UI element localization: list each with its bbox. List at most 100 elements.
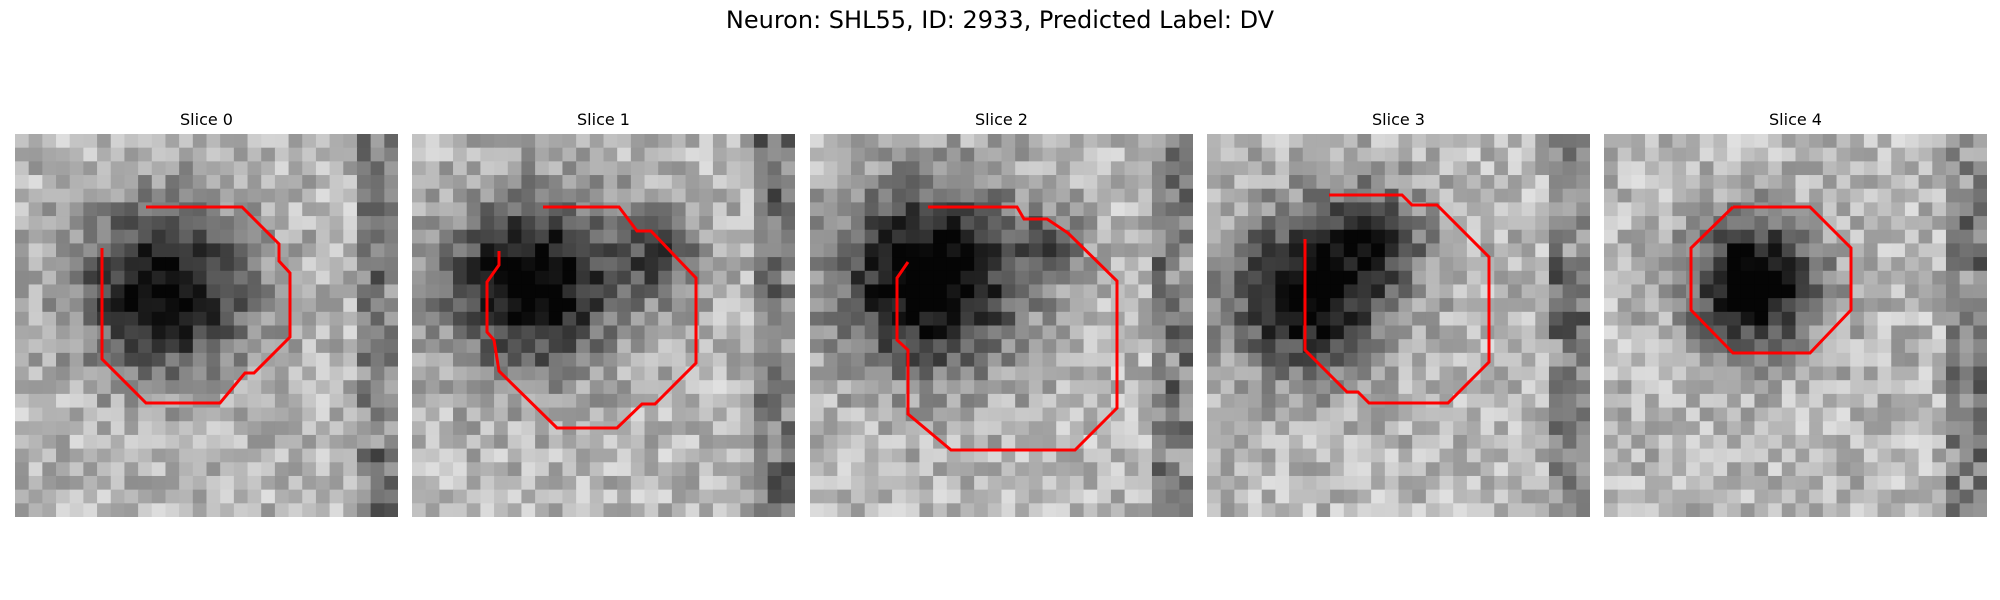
image-pixel bbox=[426, 353, 440, 367]
image-pixel bbox=[1399, 312, 1413, 326]
slice-3-panel bbox=[1207, 134, 1590, 517]
image-pixel bbox=[1125, 435, 1139, 449]
image-pixel bbox=[658, 284, 672, 298]
image-pixel bbox=[1084, 462, 1098, 476]
image-pixel bbox=[70, 421, 84, 435]
image-pixel bbox=[1207, 175, 1221, 189]
image-pixel bbox=[535, 449, 549, 463]
image-pixel bbox=[865, 462, 879, 476]
image-pixel bbox=[207, 353, 221, 367]
image-pixel bbox=[234, 339, 248, 353]
image-pixel bbox=[1289, 243, 1303, 257]
image-pixel bbox=[824, 380, 838, 394]
image-pixel bbox=[1316, 148, 1330, 162]
image-pixel bbox=[1043, 408, 1057, 422]
image-pixel bbox=[1494, 298, 1508, 312]
image-pixel bbox=[1440, 367, 1454, 381]
image-pixel bbox=[1481, 202, 1495, 216]
image-pixel bbox=[15, 175, 29, 189]
image-pixel bbox=[42, 353, 56, 367]
image-pixel bbox=[1973, 408, 1987, 422]
image-pixel bbox=[1878, 462, 1892, 476]
image-pixel bbox=[1837, 435, 1851, 449]
image-pixel bbox=[97, 421, 111, 435]
image-pixel bbox=[1084, 380, 1098, 394]
image-pixel bbox=[933, 216, 947, 230]
image-pixel bbox=[604, 435, 618, 449]
image-pixel bbox=[453, 216, 467, 230]
image-pixel bbox=[97, 339, 111, 353]
image-pixel bbox=[15, 230, 29, 244]
image-pixel bbox=[1768, 503, 1782, 517]
image-pixel bbox=[865, 271, 879, 285]
image-pixel bbox=[837, 408, 851, 422]
image-pixel bbox=[1029, 202, 1043, 216]
image-pixel bbox=[535, 476, 549, 490]
image-pixel bbox=[1166, 462, 1180, 476]
image-pixel bbox=[824, 257, 838, 271]
image-pixel bbox=[1837, 202, 1851, 216]
image-pixel bbox=[1960, 394, 1974, 408]
image-pixel bbox=[1864, 380, 1878, 394]
image-pixel bbox=[933, 284, 947, 298]
image-pixel bbox=[248, 408, 262, 422]
image-pixel bbox=[234, 462, 248, 476]
image-pixel bbox=[974, 394, 988, 408]
image-pixel bbox=[1782, 394, 1796, 408]
image-pixel bbox=[851, 134, 865, 148]
image-pixel bbox=[810, 243, 824, 257]
image-pixel bbox=[124, 243, 138, 257]
image-pixel bbox=[1043, 284, 1057, 298]
image-pixel bbox=[1768, 353, 1782, 367]
image-pixel bbox=[1700, 148, 1714, 162]
image-pixel bbox=[426, 134, 440, 148]
image-pixel bbox=[713, 408, 727, 422]
image-pixel bbox=[1946, 339, 1960, 353]
image-pixel bbox=[727, 408, 741, 422]
image-pixel bbox=[412, 449, 426, 463]
image-pixel bbox=[1535, 449, 1549, 463]
image-pixel bbox=[1221, 243, 1235, 257]
image-pixel bbox=[1878, 148, 1892, 162]
image-pixel bbox=[562, 476, 576, 490]
image-pixel bbox=[1248, 271, 1262, 285]
image-pixel bbox=[1029, 298, 1043, 312]
image-pixel bbox=[1221, 271, 1235, 285]
image-pixel bbox=[1179, 394, 1193, 408]
image-pixel bbox=[1713, 326, 1727, 340]
image-pixel bbox=[1782, 216, 1796, 230]
image-pixel bbox=[686, 148, 700, 162]
image-pixel bbox=[302, 339, 316, 353]
image-pixel bbox=[1385, 503, 1399, 517]
image-pixel bbox=[1207, 462, 1221, 476]
image-pixel bbox=[1508, 161, 1522, 175]
image-pixel bbox=[371, 462, 385, 476]
image-pixel bbox=[699, 216, 713, 230]
image-pixel bbox=[453, 503, 467, 517]
image-pixel bbox=[1221, 394, 1235, 408]
image-pixel bbox=[562, 175, 576, 189]
image-pixel bbox=[1015, 462, 1029, 476]
image-pixel bbox=[1221, 148, 1235, 162]
image-pixel bbox=[562, 271, 576, 285]
image-pixel bbox=[1837, 462, 1851, 476]
image-pixel bbox=[1399, 476, 1413, 490]
image-pixel bbox=[1727, 216, 1741, 230]
image-pixel bbox=[138, 161, 152, 175]
image-pixel bbox=[521, 435, 535, 449]
image-pixel bbox=[1357, 271, 1371, 285]
image-pixel bbox=[604, 408, 618, 422]
image-pixel bbox=[152, 339, 166, 353]
image-pixel bbox=[878, 449, 892, 463]
image-pixel bbox=[1097, 312, 1111, 326]
image-pixel bbox=[412, 312, 426, 326]
image-pixel bbox=[1659, 202, 1673, 216]
image-pixel bbox=[672, 462, 686, 476]
image-pixel bbox=[713, 367, 727, 381]
image-pixel bbox=[1878, 435, 1892, 449]
image-pixel bbox=[1563, 298, 1577, 312]
image-pixel bbox=[810, 408, 824, 422]
image-pixel bbox=[1508, 271, 1522, 285]
image-pixel bbox=[1070, 148, 1084, 162]
image-pixel bbox=[919, 257, 933, 271]
